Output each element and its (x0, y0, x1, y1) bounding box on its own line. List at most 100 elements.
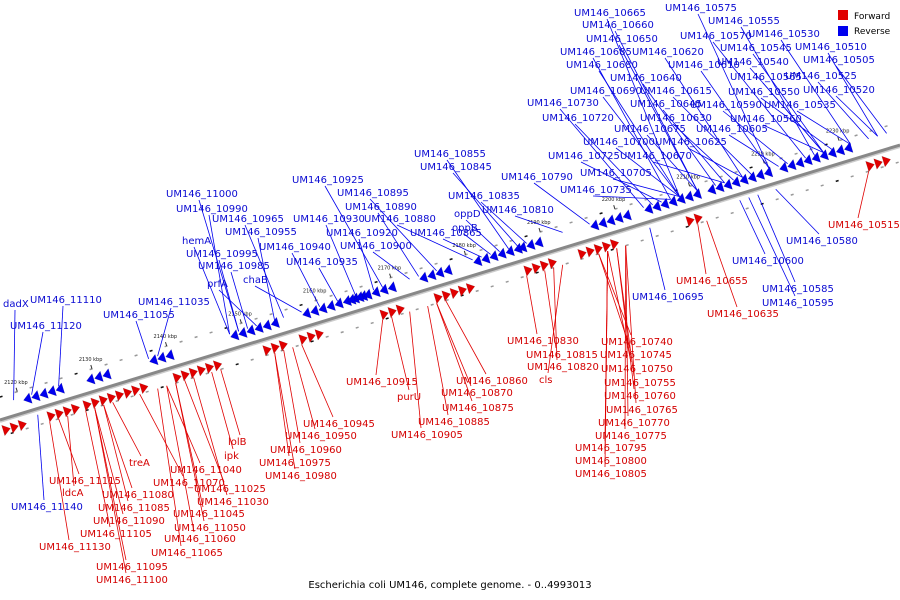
scale-dash (14, 390, 18, 394)
reverse-label-leader (672, 123, 734, 181)
reverse-label-leader (649, 227, 666, 291)
reverse-gene-label: UM146_10640 (610, 73, 682, 84)
reverse-gene-arrow (835, 144, 846, 156)
reverse-label-leader (817, 81, 869, 140)
scale-dash (445, 298, 449, 302)
reverse-label-leader (463, 233, 491, 255)
reverse-gene-label: UM146_10965 (212, 214, 284, 225)
forward-label-leader (67, 416, 75, 487)
forward-gene-label: UM146_10945 (303, 419, 375, 430)
scale-dash (734, 170, 738, 174)
scale-dash (865, 170, 869, 173)
scale-dash (344, 290, 348, 293)
reverse-label-leader (325, 224, 356, 296)
reverse-gene-label: UM146_11120 (10, 321, 82, 332)
reverse-gene-label: UM146_10995 (186, 249, 258, 260)
reverse-gene-label: UM146_10865 (410, 228, 482, 239)
tick-mark (389, 273, 392, 278)
tick-label: 2180 kbp (452, 243, 476, 249)
forward-gene-arrow (212, 360, 223, 372)
forward-label-leader (220, 369, 241, 436)
reverse-gene-arrow (270, 316, 281, 329)
reverse-gene-label: UM146_10720 (542, 113, 614, 124)
reverse-gene-label: oppB (452, 223, 478, 234)
reverse-label-leader (762, 82, 824, 153)
scale-dash (239, 322, 243, 325)
reverse-gene-arrow (102, 368, 112, 380)
reverse-label-leader (662, 109, 725, 184)
reverse-gene-label: UM146_10845 (420, 162, 492, 173)
reverse-label-leader (257, 237, 276, 321)
forward-gene-arrow (298, 334, 308, 346)
scale-dash (164, 345, 168, 348)
scale-dash (235, 363, 239, 366)
scale-dash (295, 344, 299, 348)
scale-dash (340, 331, 344, 334)
forward-gene-arrow (46, 411, 56, 423)
forward-gene-label: treA (129, 458, 150, 469)
reverse-gene-arrow (518, 241, 528, 253)
forward-gene-label: UM146_10980 (265, 471, 337, 482)
forward-label-leader (292, 347, 316, 430)
reverse-gene-label: UM146_10555 (708, 16, 780, 27)
scale-dash (805, 188, 809, 192)
scale-dash (355, 326, 359, 329)
reverse-gene-label: hemA (182, 236, 211, 247)
forward-gene-label: UM146_10515 (828, 220, 900, 231)
reverse-gene-label: UM146_10835 (448, 191, 520, 202)
scale-dash (730, 211, 734, 215)
scale-dash (790, 193, 794, 196)
scale-dash (479, 248, 483, 252)
tick-label: 2190 kbp (527, 220, 551, 226)
forward-gene-arrow (379, 309, 389, 321)
scale-dash (160, 386, 164, 389)
legend-label-forward: Forward (854, 12, 890, 22)
scale-dash (254, 317, 258, 320)
reverse-gene-label: UM146_10930 (293, 214, 365, 225)
scale-dash (89, 368, 93, 371)
reverse-label-leader (208, 214, 231, 335)
scale-dash (535, 271, 539, 274)
reverse-gene-arrow (435, 266, 445, 278)
tick-label: 2160 kbp (303, 288, 327, 294)
forward-gene-label: UM146_11065 (151, 548, 223, 559)
reverse-gene-arrow (819, 149, 830, 161)
reverse-gene-arrow (731, 175, 741, 188)
reverse-gene-arrow (39, 387, 49, 399)
reverse-label-leader (687, 147, 743, 178)
forward-gene-arrow (395, 304, 405, 316)
scale-dash (524, 235, 528, 238)
reverse-gene-label: UM146_10890 (345, 202, 417, 213)
forward-gene-arrow (314, 329, 324, 341)
reverse-gene-label: UM146_10580 (786, 236, 858, 247)
reverse-label-leader (740, 26, 815, 156)
forward-label-leader (211, 371, 234, 450)
forward-label-leader (283, 349, 301, 444)
forward-label-leader (604, 251, 609, 468)
forward-gene-arrow (523, 265, 533, 277)
reverse-label-leader (291, 252, 320, 307)
reverse-gene-arrow (652, 200, 662, 212)
forward-label-leader (624, 245, 627, 430)
reverse-gene-label: UM146_10730 (527, 98, 599, 109)
forward-label-leader (274, 352, 296, 470)
forward-gene-label: UM146_11095 (96, 562, 168, 573)
forward-gene-arrow (441, 290, 451, 302)
reverse-gene-label: UM146_10675 (614, 124, 686, 135)
forward-gene-arrow (601, 241, 612, 253)
scale-dash (839, 138, 843, 142)
forward-gene-label: UM146_10860 (456, 376, 528, 387)
reverse-gene-label: UM146_11110 (30, 295, 102, 306)
reverse-label-leader (760, 97, 833, 151)
forward-gene-arrow (585, 246, 595, 258)
reverse-gene-label: prfA (207, 279, 228, 290)
forward-gene-arrow (577, 248, 587, 261)
forward-label-leader (94, 407, 127, 574)
reverse-gene-arrow (334, 297, 345, 309)
reverse-gene-arrow (165, 348, 175, 361)
reverse-label-leader (697, 13, 770, 170)
reverse-gene-label: UM146_10585 (762, 284, 834, 295)
forward-label-leader (166, 385, 195, 533)
forward-label-leader (184, 380, 225, 483)
reverse-gene-label: UM146_10625 (655, 137, 727, 148)
